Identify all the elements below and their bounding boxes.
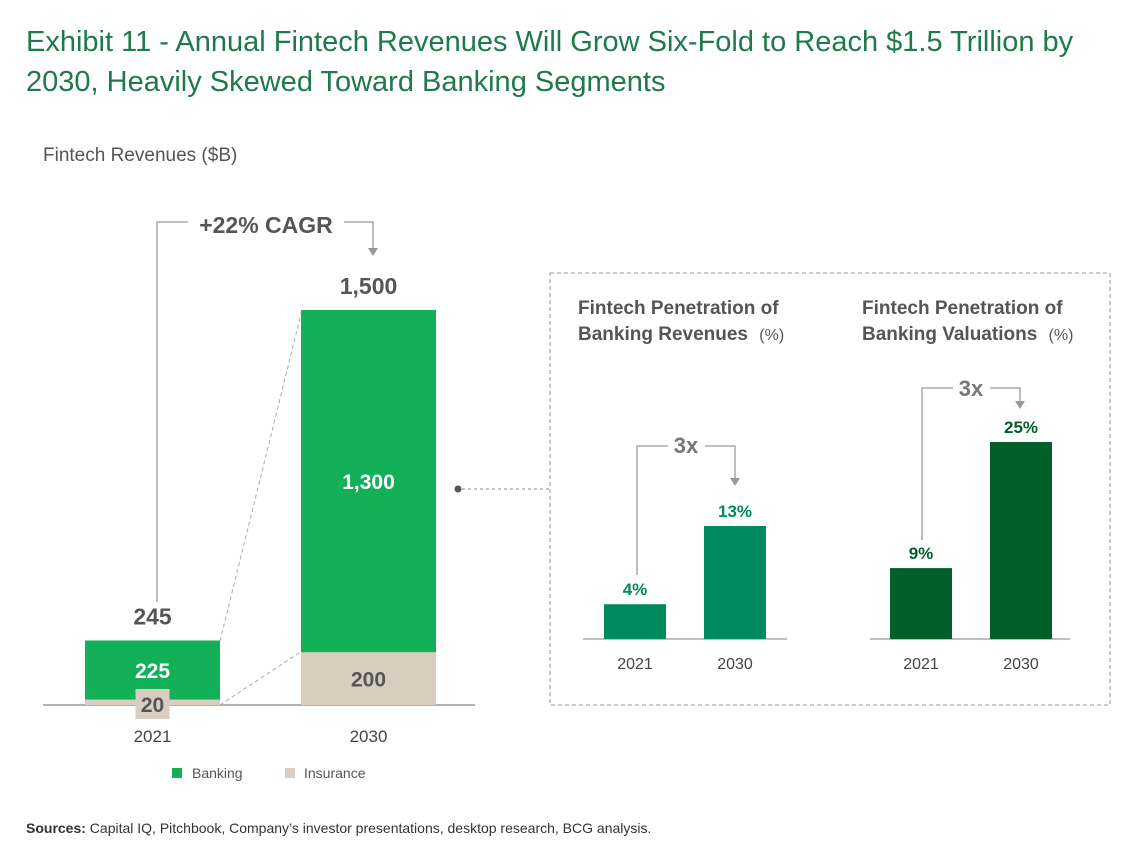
- penetration-panel: [549, 272, 1111, 706]
- panel-valuation-arrow-head: [1015, 401, 1025, 409]
- panel-valuation-title-line2: Banking Valuations: [862, 324, 1037, 345]
- valuation-pen-tick-2021: 2021: [903, 656, 939, 673]
- revenue-pen-tick-2030: 2030: [717, 656, 753, 673]
- panel-revenue-title-2: Banking Revenues (%): [578, 324, 784, 345]
- panel-valuation-multiplier: 3x: [959, 376, 984, 401]
- connector-dot: [454, 485, 462, 493]
- panel-revenue-unit: (%): [759, 327, 784, 344]
- sources-text: Capital IQ, Pitchbook, Company’s investo…: [85, 820, 652, 836]
- zoom-guide-top: [219, 309, 303, 642]
- legend-insurance-label: Insurance: [304, 765, 366, 781]
- label-total-2030: 1,500: [340, 273, 398, 299]
- label-insurance-2030: 200: [351, 669, 386, 692]
- revenue-pen-bar-2021: [604, 604, 666, 639]
- panel-revenue-bracket: [636, 445, 668, 575]
- valuation-pen-bar-2030: [990, 442, 1052, 639]
- panel-valuation-bracket: [921, 387, 953, 540]
- tick-2021: 2021: [134, 727, 172, 746]
- sources-label: Sources:: [26, 820, 86, 836]
- panel-revenue-bracket-right: [705, 445, 736, 482]
- valuation-pen-label-2021: 9%: [909, 544, 934, 563]
- legend-banking-swatch: [172, 768, 182, 778]
- panel-revenue-arrow-head: [730, 478, 740, 486]
- label-insurance-bg-2021: [135, 689, 170, 719]
- chart-subtitle: Fintech Revenues ($B): [43, 145, 238, 166]
- panel-valuation-title-2: Banking Valuations (%): [862, 324, 1073, 345]
- panel-valuation-bracket-right: [990, 387, 1021, 405]
- valuation-pen-tick-2030: 2030: [1003, 656, 1039, 673]
- valuation-pen-bar-2021: [890, 568, 952, 639]
- revenue-pen-tick-2021: 2021: [617, 656, 653, 673]
- panel-revenue-title-line2: Banking Revenues: [578, 324, 748, 345]
- panel-valuation-unit: (%): [1049, 327, 1074, 344]
- revenue-pen-label-2030: 13%: [718, 502, 752, 521]
- cagr-bracket-right: [344, 221, 374, 252]
- cagr-label: +22% CAGR: [199, 212, 333, 238]
- valuation-pen-label-2030: 25%: [1004, 418, 1038, 437]
- label-insurance-2021: 20: [141, 694, 164, 717]
- cagr-bracket: [156, 221, 188, 602]
- label-total-2021: 245: [133, 603, 172, 629]
- cagr-arrow-head: [368, 248, 378, 256]
- zoom-guide-bottom: [219, 650, 303, 706]
- panel-valuation-title-line1: Fintech Penetration of: [862, 298, 1063, 319]
- legend-banking-label: Banking: [192, 765, 243, 781]
- sources-note: Sources: Capital IQ, Pitchbook, Company’…: [26, 820, 651, 836]
- label-banking-2021: 225: [135, 660, 170, 683]
- chart-marks: 225 20 245 2021 1,300 200 1,500 2030 4% 2021 13% 20…: [85, 273, 1052, 746]
- exhibit-title: Exhibit 11 - Annual Fintech Revenues Wil…: [26, 26, 1074, 98]
- tick-2030: 2030: [350, 727, 388, 746]
- panel-revenue-title-line1: Fintech Penetration of: [578, 298, 779, 319]
- bar-banking-2030: [301, 310, 436, 653]
- revenue-pen-bar-2030: [704, 526, 766, 639]
- panel-revenue-title: Fintech Penetration of: [578, 298, 779, 319]
- panel-valuation-title: Fintech Penetration of: [862, 298, 1063, 319]
- panel-revenue-multiplier: 3x: [674, 433, 699, 458]
- label-banking-2030: 1,300: [342, 471, 395, 494]
- legend-insurance-swatch: [285, 768, 295, 778]
- revenue-pen-label-2021: 4%: [623, 580, 648, 599]
- bar-insurance-2030: [301, 652, 436, 705]
